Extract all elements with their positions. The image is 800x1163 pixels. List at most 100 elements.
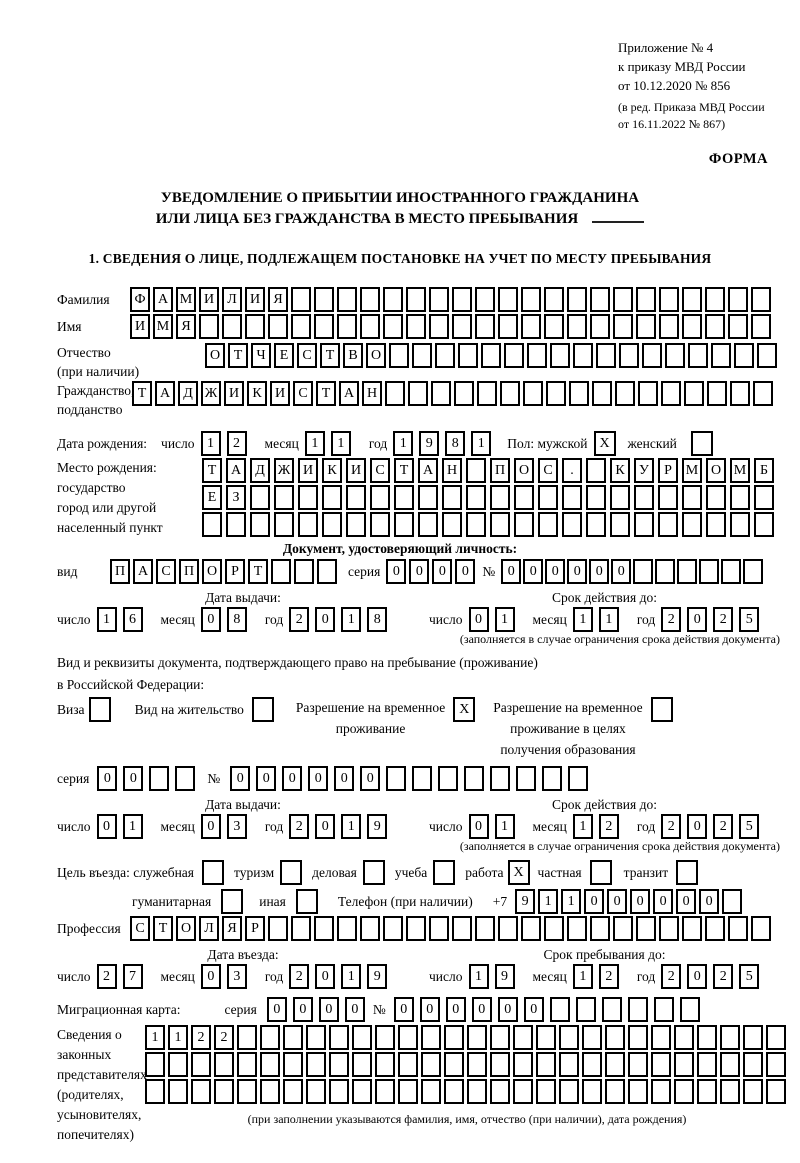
temp-residence-edu-checkbox[interactable] [650, 697, 673, 722]
box-cell[interactable]: 1 [494, 814, 515, 839]
box-cell[interactable]: Ч [251, 343, 271, 368]
box-cell[interactable]: А [339, 381, 359, 406]
box-cell[interactable]: Я [176, 314, 196, 339]
box-cell[interactable]: Я [268, 287, 288, 312]
box-cell[interactable]: Ф [130, 287, 150, 312]
box-cell[interactable]: 0 [687, 964, 708, 989]
box-cell[interactable] [394, 512, 414, 537]
box-cell[interactable] [766, 1079, 786, 1104]
box-cell[interactable] [418, 485, 438, 510]
box-cell[interactable] [605, 1052, 625, 1077]
box-cell[interactable] [728, 916, 748, 941]
representatives-row2-cells[interactable] [145, 1052, 789, 1077]
box-cell[interactable]: 2 [289, 607, 310, 632]
box-cell[interactable] [398, 1052, 418, 1077]
box-cell[interactable]: 1 [145, 1025, 165, 1050]
box-cell[interactable]: Т [394, 458, 414, 483]
box-cell[interactable] [466, 458, 486, 483]
box-cell[interactable]: К [247, 381, 267, 406]
box-cell[interactable] [705, 916, 725, 941]
box-cell[interactable] [394, 485, 414, 510]
box-cell[interactable] [757, 343, 777, 368]
box-cell[interactable]: М [730, 458, 750, 483]
box-cell[interactable] [516, 766, 537, 791]
box-cell[interactable]: Н [442, 458, 462, 483]
box-cell[interactable]: 0 [419, 997, 440, 1022]
box-cell[interactable] [721, 559, 742, 584]
box-cell[interactable] [730, 485, 750, 510]
box-cell[interactable]: 0 [687, 814, 708, 839]
box-cell[interactable] [586, 512, 606, 537]
box-cell[interactable] [638, 381, 658, 406]
box-cell[interactable] [720, 1025, 740, 1050]
representatives-row3-cells[interactable] [145, 1079, 789, 1104]
box-cell[interactable]: 1 [572, 607, 593, 632]
box-cell[interactable]: 7 [122, 964, 143, 989]
purpose-humanitarian-checkbox[interactable] [221, 889, 244, 914]
box-cell[interactable]: 0 [676, 889, 697, 914]
box-cell[interactable]: 0 [292, 997, 313, 1022]
box-cell[interactable] [605, 1079, 625, 1104]
box-cell[interactable] [575, 997, 596, 1022]
box-cell[interactable] [550, 343, 570, 368]
box-cell[interactable] [291, 287, 311, 312]
box-cell[interactable]: 0 [497, 997, 518, 1022]
box-cell[interactable]: 0 [501, 559, 522, 584]
box-cell[interactable] [475, 916, 495, 941]
box-cell[interactable] [634, 485, 654, 510]
box-cell[interactable]: 0 [523, 559, 544, 584]
box-cell[interactable]: И [199, 287, 219, 312]
box-cell[interactable] [573, 343, 593, 368]
box-cell[interactable] [682, 916, 702, 941]
box-cell[interactable]: С [156, 559, 176, 584]
box-cell[interactable]: 0 [386, 559, 407, 584]
box-cell[interactable]: К [610, 458, 630, 483]
box-cell[interactable] [521, 916, 541, 941]
box-cell[interactable]: 2 [214, 1025, 234, 1050]
box-cell[interactable]: З [226, 485, 246, 510]
box-cell[interactable]: 9 [419, 431, 440, 456]
purpose-other-checkbox[interactable] [295, 889, 318, 914]
box-cell[interactable]: 2 [289, 964, 310, 989]
box-cell[interactable] [199, 314, 219, 339]
box-cell[interactable] [498, 314, 518, 339]
box-cell[interactable]: 0 [607, 889, 628, 914]
box-cell[interactable] [628, 1079, 648, 1104]
purpose-private-checkbox[interactable] [589, 860, 612, 885]
box-cell[interactable]: Т [320, 343, 340, 368]
box-cell[interactable]: 0 [523, 997, 544, 1022]
box-cell[interactable]: И [224, 381, 244, 406]
box-cell[interactable]: 6 [122, 607, 143, 632]
box-cell[interactable] [306, 1052, 326, 1077]
box-cell[interactable]: С [370, 458, 390, 483]
box-cell[interactable] [383, 287, 403, 312]
box-cell[interactable]: 9 [494, 964, 515, 989]
box-cell[interactable]: Р [225, 559, 245, 584]
box-cell[interactable] [490, 1025, 510, 1050]
box-cell[interactable]: 1 [471, 431, 492, 456]
box-cell[interactable] [544, 314, 564, 339]
box-cell[interactable] [628, 1052, 648, 1077]
box-cell[interactable] [429, 314, 449, 339]
box-cell[interactable]: Д [178, 381, 198, 406]
box-cell[interactable] [521, 314, 541, 339]
box-cell[interactable] [596, 343, 616, 368]
box-cell[interactable]: И [270, 381, 290, 406]
box-cell[interactable]: 0 [266, 997, 287, 1022]
box-cell[interactable] [421, 1025, 441, 1050]
box-cell[interactable] [590, 287, 610, 312]
box-cell[interactable]: 2 [598, 964, 619, 989]
box-cell[interactable] [490, 1079, 510, 1104]
